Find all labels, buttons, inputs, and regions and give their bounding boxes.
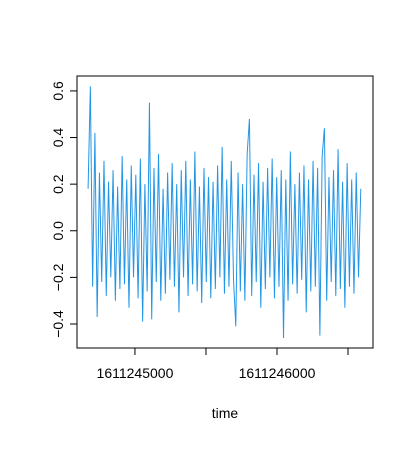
x-axis-label: time (212, 405, 239, 421)
y-tick-label: 0.0 (50, 221, 66, 241)
y-tick-label: 0.4 (50, 128, 66, 148)
x-tick-label: 1611245000 (97, 365, 174, 381)
x-tick-label: 1611246000 (239, 365, 316, 381)
y-tick-label: 0.2 (50, 174, 66, 194)
y-tick-label: 0.6 (50, 81, 66, 101)
data-line (87, 86, 362, 338)
y-tick-label: −0.4 (50, 310, 66, 338)
y-tick-label: −0.2 (50, 263, 66, 291)
